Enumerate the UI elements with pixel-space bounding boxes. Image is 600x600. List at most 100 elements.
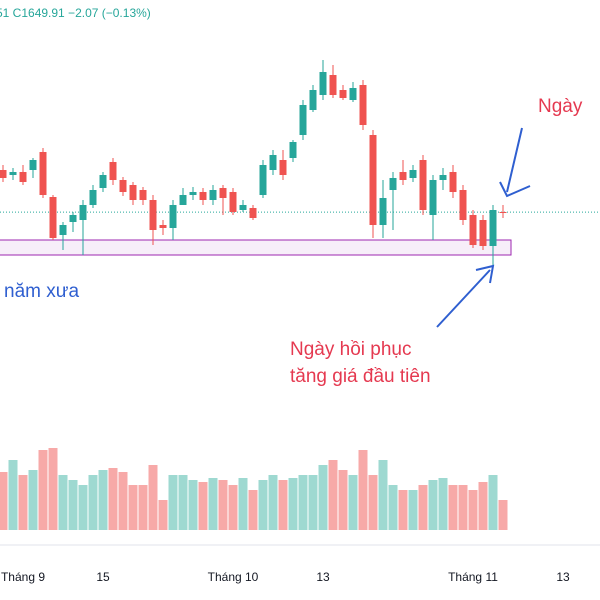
arrow — [436, 264, 495, 328]
candle-body — [89, 190, 97, 205]
candle-body — [449, 172, 457, 192]
volume-bar — [128, 485, 138, 530]
volume-bar — [298, 475, 308, 530]
volume-bar — [18, 475, 28, 530]
volume-bar — [468, 490, 478, 530]
candle-body — [439, 175, 447, 180]
volume-bar — [248, 490, 258, 530]
candle-body — [189, 192, 197, 195]
candle-body — [69, 215, 77, 222]
volume-bar — [238, 478, 248, 530]
volume-bar — [308, 475, 318, 530]
volume-bar — [258, 480, 268, 530]
volume-bar — [138, 485, 148, 530]
volume-bar — [358, 450, 368, 530]
x-tick-label: Tháng 10 — [208, 570, 259, 584]
annotation: Ngày — [538, 96, 583, 117]
candle-body — [149, 200, 157, 230]
volume-bar — [208, 478, 218, 530]
candle-body — [159, 225, 167, 228]
candle-body — [469, 215, 477, 245]
candle-body — [269, 155, 277, 170]
candle-body — [429, 180, 437, 215]
volume-bar — [228, 485, 238, 530]
candle-body — [319, 72, 327, 95]
arrows — [436, 127, 531, 328]
ohlc-legend: 51 C1649.91 −2.07 (−0.13%) — [0, 6, 151, 20]
volume-bar — [488, 475, 498, 530]
volume-bar — [118, 472, 128, 530]
candle-body — [409, 170, 417, 178]
candle-body — [219, 188, 227, 198]
candle-body — [119, 180, 127, 192]
annotation: tăng giá đầu tiên — [290, 366, 431, 387]
candle-body — [379, 198, 387, 225]
volume-bar — [78, 485, 88, 530]
candle-body — [389, 178, 397, 190]
candle-body — [359, 85, 367, 125]
candle-body — [459, 190, 467, 220]
candle-body — [29, 160, 37, 170]
candle-body — [299, 105, 307, 135]
candle-body — [499, 212, 507, 213]
volume-bar — [278, 480, 288, 530]
volume-bar — [198, 482, 208, 530]
candle-body — [139, 190, 147, 200]
x-tick-label: Tháng 11 — [448, 570, 498, 584]
candle-body — [349, 88, 357, 100]
candle-body — [289, 142, 297, 158]
candle-body — [259, 165, 267, 195]
volume-bar — [388, 485, 398, 530]
volume-bar — [498, 500, 508, 530]
volume-bar — [48, 448, 58, 530]
volume-bar — [58, 475, 68, 530]
volume-bar — [218, 480, 228, 530]
candle-body — [99, 175, 107, 188]
volume-bar — [458, 485, 468, 530]
candle-body — [19, 172, 27, 182]
candle-body — [169, 205, 177, 228]
candle-body — [279, 160, 287, 175]
x-tick-label: Tháng 9 — [1, 570, 45, 584]
candle-body — [209, 190, 217, 200]
candle-body — [0, 170, 7, 178]
volume-bar — [158, 500, 168, 530]
volume-bar — [338, 470, 348, 530]
volume-bar — [28, 470, 38, 530]
volume-bar — [168, 475, 178, 530]
volume-bar — [178, 475, 188, 530]
x-tick-label: 13 — [556, 570, 570, 584]
candle-body — [179, 195, 187, 205]
candle-body — [239, 205, 247, 210]
volume-bar — [188, 480, 198, 530]
volume-bar — [8, 460, 18, 530]
arrow — [499, 127, 531, 198]
volume-bar — [0, 472, 8, 530]
volume-bar — [98, 470, 108, 530]
volume-bar — [348, 475, 358, 530]
volume-bar — [478, 482, 488, 530]
volume-bar — [318, 465, 328, 530]
candle-body — [39, 152, 47, 195]
candle-body — [309, 90, 317, 110]
candle-body — [109, 162, 117, 180]
candle-body — [249, 208, 257, 218]
candle-body — [419, 160, 427, 210]
volume-bar — [288, 478, 298, 530]
candle-body — [229, 192, 237, 212]
volume-bar — [428, 480, 438, 530]
candle-body — [339, 90, 347, 98]
candle-body — [199, 192, 207, 200]
candle-body — [399, 172, 407, 180]
candle-body — [369, 135, 377, 225]
candle-body — [79, 205, 87, 220]
annotation: năm xưa — [4, 281, 79, 302]
candle-body — [489, 210, 497, 246]
annotation: Ngày hồi phục — [290, 339, 411, 360]
x-tick-label: 15 — [96, 570, 110, 584]
volume-bar — [418, 485, 428, 530]
candle-body — [9, 172, 17, 175]
candle-body — [49, 197, 57, 238]
volume-bar — [378, 460, 388, 530]
